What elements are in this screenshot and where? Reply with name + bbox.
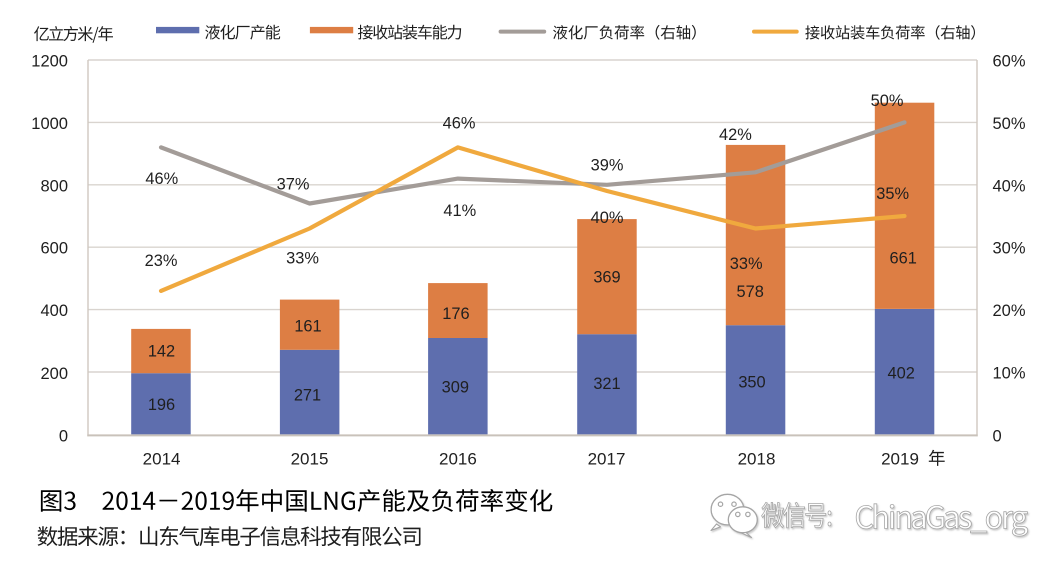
svg-text:2016: 2016 [439, 449, 477, 468]
svg-text:1200: 1200 [31, 53, 68, 71]
svg-text:33%: 33% [730, 255, 763, 273]
svg-text:20%: 20% [993, 302, 1026, 320]
svg-text:2019: 2019 [881, 449, 919, 468]
svg-text:50%: 50% [993, 115, 1026, 133]
svg-text:2014: 2014 [143, 449, 181, 468]
svg-text:309: 309 [442, 379, 469, 397]
svg-text:60%: 60% [993, 53, 1026, 71]
svg-text:40%: 40% [993, 177, 1026, 195]
svg-text:46%: 46% [443, 115, 476, 133]
svg-text:176: 176 [442, 305, 469, 323]
svg-text:23%: 23% [145, 252, 178, 270]
svg-text:142: 142 [148, 343, 175, 361]
svg-text:0: 0 [59, 428, 68, 446]
svg-text:2018: 2018 [738, 449, 776, 468]
svg-text:35%: 35% [876, 185, 909, 203]
svg-text:10%: 10% [993, 365, 1026, 383]
svg-text:42%: 42% [719, 126, 752, 144]
svg-text:196: 196 [148, 396, 175, 414]
svg-text:2017: 2017 [588, 449, 626, 468]
svg-text:271: 271 [294, 386, 321, 404]
svg-text:578: 578 [737, 283, 764, 301]
svg-text:400: 400 [40, 302, 68, 320]
svg-text:33%: 33% [286, 249, 319, 267]
svg-text:661: 661 [890, 250, 917, 268]
svg-text:600: 600 [40, 240, 68, 258]
svg-text:800: 800 [40, 177, 68, 195]
svg-text:350: 350 [738, 374, 765, 392]
svg-text:30%: 30% [993, 240, 1026, 258]
svg-text:41%: 41% [443, 202, 476, 220]
svg-text:40%: 40% [591, 209, 624, 227]
svg-text:0: 0 [993, 428, 1002, 446]
svg-text:1000: 1000 [31, 115, 68, 133]
svg-text:321: 321 [593, 375, 620, 393]
svg-text:369: 369 [593, 268, 620, 286]
svg-text:37%: 37% [277, 176, 310, 194]
svg-text:161: 161 [294, 318, 321, 336]
svg-text:2015: 2015 [291, 449, 329, 468]
svg-text:39%: 39% [591, 157, 624, 175]
svg-text:200: 200 [40, 365, 68, 383]
svg-text:50%: 50% [871, 92, 904, 110]
svg-text:402: 402 [888, 365, 915, 383]
svg-text:46%: 46% [145, 170, 178, 188]
